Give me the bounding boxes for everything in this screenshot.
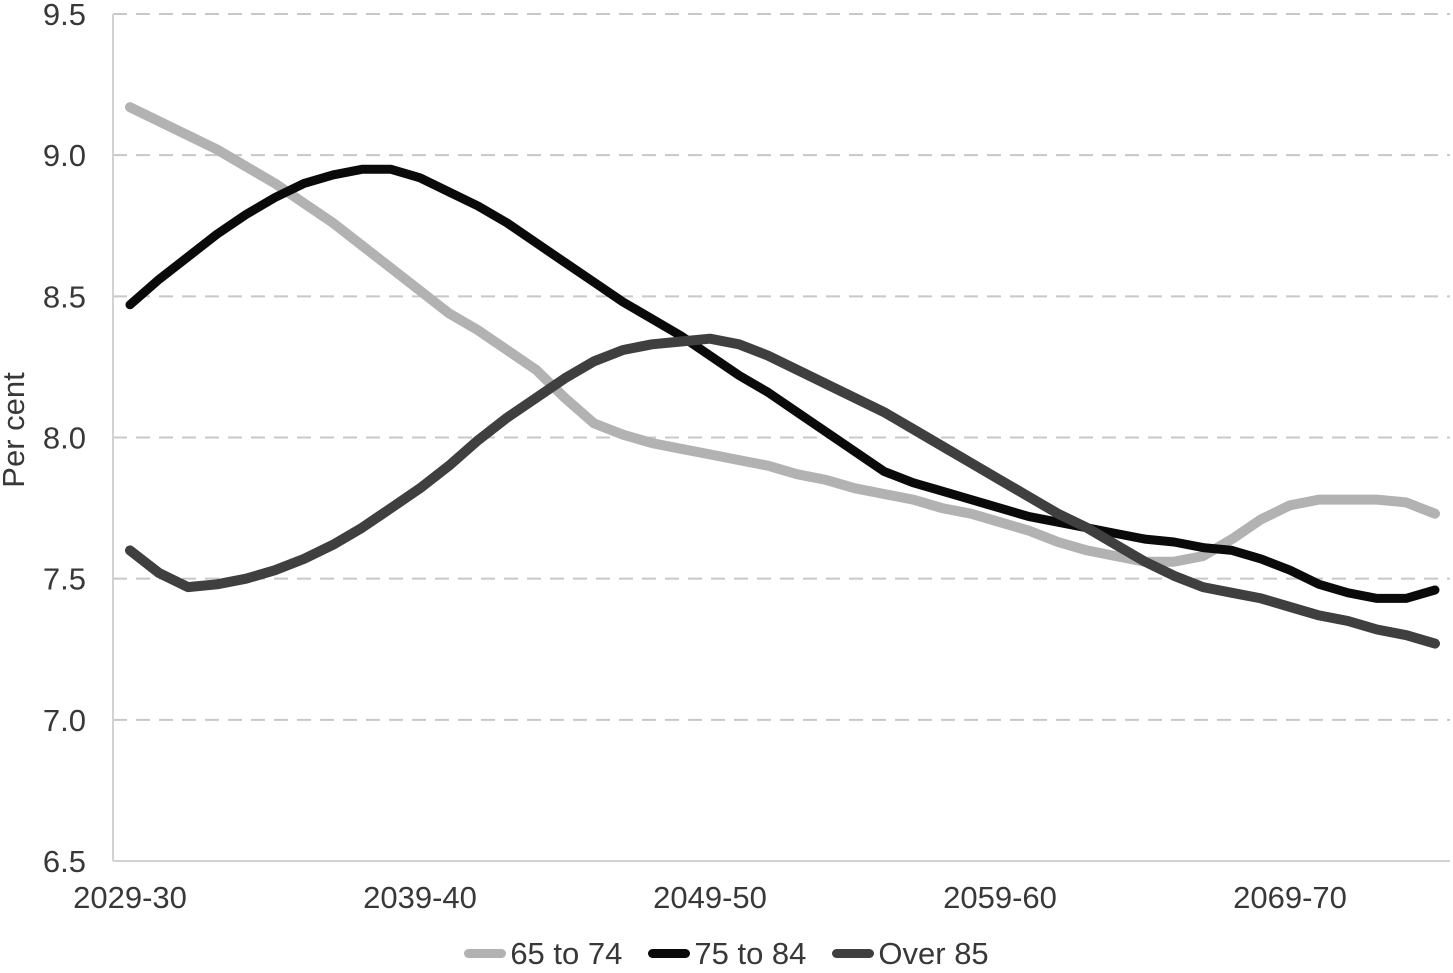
- x-tick-label-2069-70: 2069-70: [1233, 880, 1347, 915]
- y-tick-label-9.5: 9.5: [43, 0, 86, 32]
- x-tick-label-2029-30: 2029-30: [73, 880, 187, 915]
- legend-item-65-to-74: 65 to 74: [464, 938, 622, 969]
- legend-label-over-85: Over 85: [878, 936, 989, 971]
- legend-label-75-to-84: 75 to 84: [694, 936, 807, 971]
- y-tick-label-7.5: 7.5: [43, 562, 86, 597]
- y-tick-label-8.5: 8.5: [43, 279, 86, 314]
- y-tick-label-7.0: 7.0: [43, 703, 86, 738]
- x-tick-label-2039-40: 2039-40: [363, 880, 477, 915]
- y-tick-label-8.0: 8.0: [43, 421, 86, 456]
- legend-swatch-65-to-74: [464, 949, 507, 958]
- x-tick-label-2059-60: 2059-60: [943, 880, 1057, 915]
- series-line-75-to-84: [125, 164, 1440, 603]
- legend-label-65-to-74: 65 to 74: [510, 936, 623, 971]
- y-tick-label-6.5: 6.5: [43, 844, 86, 879]
- legend-item-over-85: Over 85: [832, 936, 989, 971]
- chart-legend: 65 to 74 75 to 84 Over 85: [0, 934, 1453, 973]
- legend-swatch-75-to-84: [648, 949, 691, 958]
- series-line-over-85: [125, 333, 1440, 649]
- y-axis-title: Per cent: [0, 372, 31, 488]
- x-tick-label-2049-50: 2049-50: [653, 880, 767, 915]
- y-tick-label-9.0: 9.0: [43, 138, 86, 173]
- legend-item-75-to-84: 75 to 84: [648, 938, 806, 969]
- legend-swatch-over-85: [832, 949, 875, 958]
